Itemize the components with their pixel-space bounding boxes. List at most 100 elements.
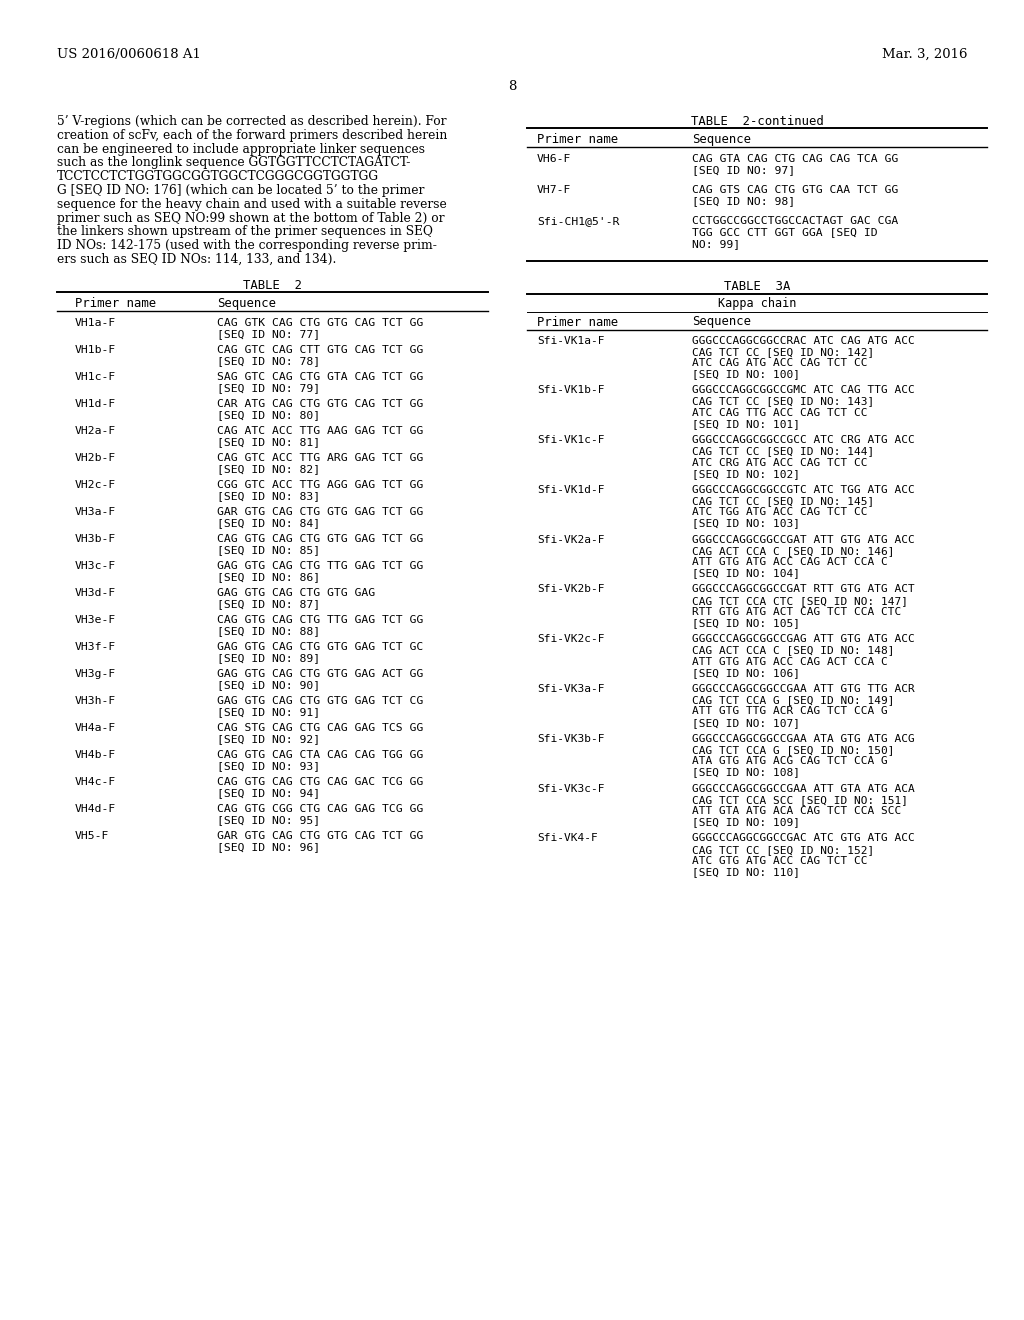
- Text: GAR GTG CAG CTG GTG GAG TCT GG: GAR GTG CAG CTG GTG GAG TCT GG: [217, 507, 423, 517]
- Text: Sequence: Sequence: [692, 315, 751, 329]
- Text: ID NOs: 142-175 (used with the corresponding reverse prim-: ID NOs: 142-175 (used with the correspon…: [57, 239, 437, 252]
- Text: [SEQ ID NO: 98]: [SEQ ID NO: 98]: [692, 197, 795, 206]
- Text: primer such as SEQ NO:99 shown at the bottom of Table 2) or: primer such as SEQ NO:99 shown at the bo…: [57, 211, 444, 224]
- Text: CAG GTS CAG CTG GTG CAA TCT GG: CAG GTS CAG CTG GTG CAA TCT GG: [692, 185, 898, 195]
- Text: [SEQ ID NO: 89]: [SEQ ID NO: 89]: [217, 653, 321, 664]
- Text: VH3f-F: VH3f-F: [75, 642, 117, 652]
- Text: Sfi-VK2b-F: Sfi-VK2b-F: [537, 585, 604, 594]
- Text: ATA GTG ATG ACG CAG TCT CCA G: ATA GTG ATG ACG CAG TCT CCA G: [692, 756, 888, 767]
- Text: GGGCCCAGGCGGCCGAG ATT GTG ATG ACC: GGGCCCAGGCGGCCGAG ATT GTG ATG ACC: [692, 635, 914, 644]
- Text: Sfi-VK1c-F: Sfi-VK1c-F: [537, 436, 604, 445]
- Text: Sfi-VK1d-F: Sfi-VK1d-F: [537, 484, 604, 495]
- Text: Sfi-VK1a-F: Sfi-VK1a-F: [537, 335, 604, 346]
- Text: CAG TCT CC [SEQ ID NO: 144]: CAG TCT CC [SEQ ID NO: 144]: [692, 446, 874, 457]
- Text: VH3a-F: VH3a-F: [75, 507, 117, 517]
- Text: [SEQ ID NO: 108]: [SEQ ID NO: 108]: [692, 767, 800, 777]
- Text: [SEQ ID NO: 104]: [SEQ ID NO: 104]: [692, 569, 800, 578]
- Text: creation of scFv, each of the forward primers described herein: creation of scFv, each of the forward pr…: [57, 129, 447, 141]
- Text: GAG GTG CAG CTG GTG GAG ACT GG: GAG GTG CAG CTG GTG GAG ACT GG: [217, 669, 423, 678]
- Text: 5’ V-regions (which can be corrected as described herein). For: 5’ V-regions (which can be corrected as …: [57, 115, 446, 128]
- Text: US 2016/0060618 A1: US 2016/0060618 A1: [57, 48, 201, 61]
- Text: ATT GTG ATG ACC CAG ACT CCA C: ATT GTG ATG ACC CAG ACT CCA C: [692, 656, 888, 667]
- Text: VH3h-F: VH3h-F: [75, 696, 117, 706]
- Text: [SEQ ID NO: 84]: [SEQ ID NO: 84]: [217, 519, 321, 528]
- Text: ATC TGG ATG ACC CAG TCT CC: ATC TGG ATG ACC CAG TCT CC: [692, 507, 867, 517]
- Text: VH2c-F: VH2c-F: [75, 480, 117, 490]
- Text: ATT GTG ATG ACC CAG ACT CCA C: ATT GTG ATG ACC CAG ACT CCA C: [692, 557, 888, 568]
- Text: VH3e-F: VH3e-F: [75, 615, 117, 624]
- Text: VH1d-F: VH1d-F: [75, 399, 117, 409]
- Text: TGG GCC CTT GGT GGA [SEQ ID: TGG GCC CTT GGT GGA [SEQ ID: [692, 227, 878, 238]
- Text: [SEQ ID NO: 78]: [SEQ ID NO: 78]: [217, 356, 321, 367]
- Text: [SEQ iD NO: 90]: [SEQ iD NO: 90]: [217, 681, 321, 690]
- Text: CAG TCT CCA G [SEQ ID NO: 150]: CAG TCT CCA G [SEQ ID NO: 150]: [692, 744, 895, 755]
- Text: [SEQ ID NO: 97]: [SEQ ID NO: 97]: [692, 165, 795, 176]
- Text: GAG GTG CAG CTG TTG GAG TCT GG: GAG GTG CAG CTG TTG GAG TCT GG: [217, 561, 423, 572]
- Text: CAG TCT CC [SEQ ID NO: 142]: CAG TCT CC [SEQ ID NO: 142]: [692, 347, 874, 356]
- Text: Sfi-VK2c-F: Sfi-VK2c-F: [537, 635, 604, 644]
- Text: CAG GTC ACC TTG ARG GAG TCT GG: CAG GTC ACC TTG ARG GAG TCT GG: [217, 453, 423, 463]
- Text: [SEQ ID NO: 83]: [SEQ ID NO: 83]: [217, 491, 321, 502]
- Text: CAG GTG CAG CTG CAG GAC TCG GG: CAG GTG CAG CTG CAG GAC TCG GG: [217, 777, 423, 787]
- Text: [SEQ ID NO: 103]: [SEQ ID NO: 103]: [692, 519, 800, 528]
- Text: TABLE  2: TABLE 2: [243, 279, 302, 292]
- Text: [SEQ ID NO: 81]: [SEQ ID NO: 81]: [217, 437, 321, 447]
- Text: GGGCCCAGGCGGCCGAA ATT GTA ATG ACA: GGGCCCAGGCGGCCGAA ATT GTA ATG ACA: [692, 784, 914, 793]
- Text: [SEQ ID NO: 94]: [SEQ ID NO: 94]: [217, 788, 321, 799]
- Text: Sfi-VK2a-F: Sfi-VK2a-F: [537, 535, 604, 545]
- Text: CAG GTC CAG CTT GTG CAG TCT GG: CAG GTC CAG CTT GTG CAG TCT GG: [217, 345, 423, 355]
- Text: VH4b-F: VH4b-F: [75, 750, 117, 760]
- Text: ATC GTG ATG ACC CAG TCT CC: ATC GTG ATG ACC CAG TCT CC: [692, 855, 867, 866]
- Text: VH1b-F: VH1b-F: [75, 345, 117, 355]
- Text: CAG GTG CAG CTG GTG GAG TCT GG: CAG GTG CAG CTG GTG GAG TCT GG: [217, 535, 423, 544]
- Text: [SEQ ID NO: 86]: [SEQ ID NO: 86]: [217, 573, 321, 582]
- Text: [SEQ ID NO: 95]: [SEQ ID NO: 95]: [217, 816, 321, 825]
- Text: VH3b-F: VH3b-F: [75, 535, 117, 544]
- Text: VH2b-F: VH2b-F: [75, 453, 117, 463]
- Text: can be engineered to include appropriate linker sequences: can be engineered to include appropriate…: [57, 143, 425, 156]
- Text: such as the longlink sequence GGTGGTTCCTCTAGATCT-: such as the longlink sequence GGTGGTTCCT…: [57, 156, 411, 169]
- Text: CAG STG CAG CTG CAG GAG TCS GG: CAG STG CAG CTG CAG GAG TCS GG: [217, 723, 423, 733]
- Text: CAG GTA CAG CTG CAG CAG TCA GG: CAG GTA CAG CTG CAG CAG TCA GG: [692, 154, 898, 164]
- Text: GGGCCCAGGCGGCCGAT RTT GTG ATG ACT: GGGCCCAGGCGGCCGAT RTT GTG ATG ACT: [692, 585, 914, 594]
- Text: GAR GTG CAG CTG GTG CAG TCT GG: GAR GTG CAG CTG GTG CAG TCT GG: [217, 832, 423, 841]
- Text: GGGCCCAGGCGGCCGAC ATC GTG ATG ACC: GGGCCCAGGCGGCCGAC ATC GTG ATG ACC: [692, 833, 914, 843]
- Text: GAG GTG CAG CTG GTG GAG TCT GC: GAG GTG CAG CTG GTG GAG TCT GC: [217, 642, 423, 652]
- Text: TCCTCCTCTGGTGGCGGTGGCTCGGGCGGTGGTGG: TCCTCCTCTGGTGGCGGTGGCTCGGGCGGTGGTGG: [57, 170, 379, 183]
- Text: VH3c-F: VH3c-F: [75, 561, 117, 572]
- Text: VH7-F: VH7-F: [537, 185, 571, 195]
- Text: [SEQ ID NO: 88]: [SEQ ID NO: 88]: [217, 627, 321, 636]
- Text: [SEQ ID NO: 101]: [SEQ ID NO: 101]: [692, 418, 800, 429]
- Text: CAG ATC ACC TTG AAG GAG TCT GG: CAG ATC ACC TTG AAG GAG TCT GG: [217, 426, 423, 436]
- Text: VH3d-F: VH3d-F: [75, 587, 117, 598]
- Text: VH4c-F: VH4c-F: [75, 777, 117, 787]
- Text: GAG GTG CAG CTG GTG GAG TCT CG: GAG GTG CAG CTG GTG GAG TCT CG: [217, 696, 423, 706]
- Text: ers such as SEQ ID NOs: 114, 133, and 134).: ers such as SEQ ID NOs: 114, 133, and 13…: [57, 253, 336, 267]
- Text: SAG GTC CAG CTG GTA CAG TCT GG: SAG GTC CAG CTG GTA CAG TCT GG: [217, 372, 423, 381]
- Text: GGGCCCAGGCGGCCGAT ATT GTG ATG ACC: GGGCCCAGGCGGCCGAT ATT GTG ATG ACC: [692, 535, 914, 545]
- Text: CAG TCT CCA G [SEQ ID NO: 149]: CAG TCT CCA G [SEQ ID NO: 149]: [692, 696, 895, 705]
- Text: CAG GTK CAG CTG GTG CAG TCT GG: CAG GTK CAG CTG GTG CAG TCT GG: [217, 318, 423, 327]
- Text: Sfi-VK4-F: Sfi-VK4-F: [537, 833, 598, 843]
- Text: G [SEQ ID NO: 176] (which can be located 5’ to the primer: G [SEQ ID NO: 176] (which can be located…: [57, 183, 424, 197]
- Text: CAG TCT CC [SEQ ID NO: 143]: CAG TCT CC [SEQ ID NO: 143]: [692, 396, 874, 407]
- Text: Primer name: Primer name: [75, 297, 156, 310]
- Text: TABLE  2-continued: TABLE 2-continued: [690, 115, 823, 128]
- Text: RTT GTG ATG ACT CAG TCT CCA CTC: RTT GTG ATG ACT CAG TCT CCA CTC: [692, 607, 901, 616]
- Text: ATT GTG TTG ACR CAG TCT CCA G: ATT GTG TTG ACR CAG TCT CCA G: [692, 706, 888, 717]
- Text: [SEQ ID NO: 92]: [SEQ ID NO: 92]: [217, 734, 321, 744]
- Text: [SEQ ID NO: 80]: [SEQ ID NO: 80]: [217, 411, 321, 421]
- Text: GGGCCCAGGCGGCCGCC ATC CRG ATG ACC: GGGCCCAGGCGGCCGCC ATC CRG ATG ACC: [692, 436, 914, 445]
- Text: [SEQ ID NO: 110]: [SEQ ID NO: 110]: [692, 867, 800, 876]
- Text: CAG TCT CCA CTC [SEQ ID NO: 147]: CAG TCT CCA CTC [SEQ ID NO: 147]: [692, 595, 908, 606]
- Text: Sequence: Sequence: [217, 297, 276, 310]
- Text: [SEQ ID NO: 93]: [SEQ ID NO: 93]: [217, 762, 321, 771]
- Text: Sfi-VK1b-F: Sfi-VK1b-F: [537, 385, 604, 395]
- Text: [SEQ ID NO: 91]: [SEQ ID NO: 91]: [217, 708, 321, 718]
- Text: [SEQ ID NO: 79]: [SEQ ID NO: 79]: [217, 384, 321, 393]
- Text: GAG GTG CAG CTG GTG GAG: GAG GTG CAG CTG GTG GAG: [217, 587, 375, 598]
- Text: [SEQ ID NO: 96]: [SEQ ID NO: 96]: [217, 842, 321, 853]
- Text: [SEQ ID NO: 107]: [SEQ ID NO: 107]: [692, 718, 800, 727]
- Text: [SEQ ID NO: 105]: [SEQ ID NO: 105]: [692, 618, 800, 628]
- Text: ATC CRG ATG ACC CAG TCT CC: ATC CRG ATG ACC CAG TCT CC: [692, 458, 867, 467]
